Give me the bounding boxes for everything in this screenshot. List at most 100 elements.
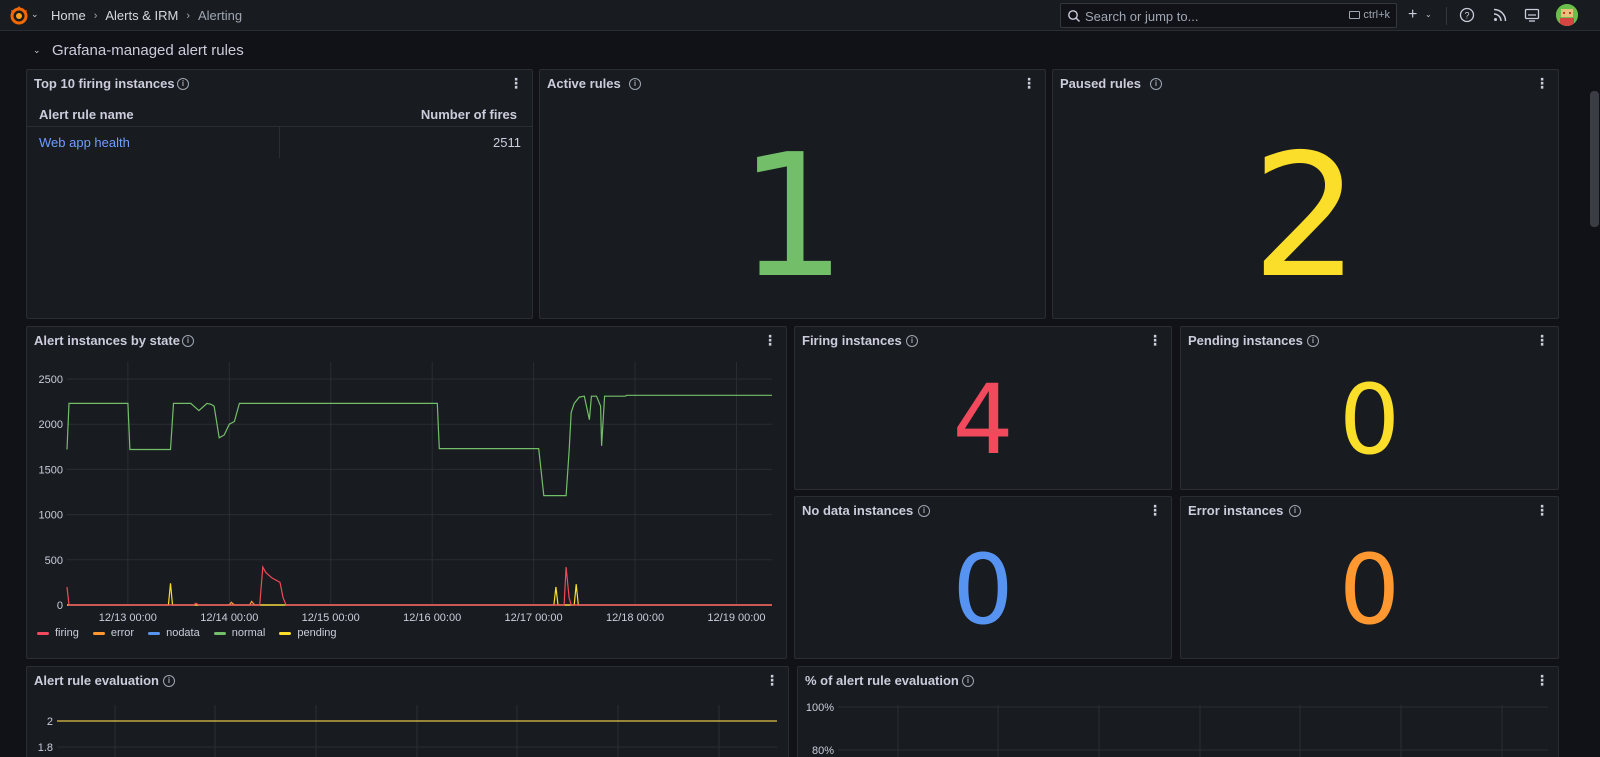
panel-pending-instances: Pending instances i ⋮ 0 (1180, 326, 1559, 490)
help-icon[interactable]: ? (1459, 7, 1475, 23)
legend-label: pending (297, 627, 337, 639)
stat-value: 1 (738, 118, 847, 316)
legend-item-nodata[interactable]: nodata (148, 627, 200, 639)
y-tick-label: 2000 (39, 419, 63, 431)
search-icon (1068, 10, 1080, 22)
info-icon[interactable]: i (629, 78, 641, 90)
panel-nodata-instances: No data instances i ⋮ 0 (794, 496, 1172, 659)
panel-title: Active rules (547, 76, 621, 91)
news-feed-icon[interactable] (1492, 7, 1508, 23)
table-row: Web app health 2511 (27, 127, 532, 157)
panel-menu-icon[interactable]: ⋮ (1148, 332, 1162, 348)
evaluation-chart[interactable]: 1.82 (27, 667, 788, 757)
stat-value: 0 (1338, 534, 1401, 646)
search-placeholder: Search or jump to... (1085, 9, 1199, 24)
panel-title: Alert rule evaluation (34, 673, 159, 688)
column-divider (279, 127, 280, 158)
info-icon[interactable]: i (918, 505, 930, 517)
legend-label: firing (55, 627, 79, 639)
stat-value: 0 (952, 534, 1014, 646)
breadcrumb-separator-icon: › (93, 9, 98, 22)
x-tick-label: 12/14 00:00 (200, 612, 258, 624)
x-tick-label: 12/15 00:00 (302, 612, 360, 624)
y-tick-label: 80% (812, 745, 834, 757)
legend-swatch (213, 631, 226, 635)
info-icon[interactable]: i (177, 78, 189, 90)
y-tick-label: 1500 (39, 464, 63, 476)
panel-title: No data instances (802, 503, 914, 518)
panel-menu-icon[interactable]: ⋮ (509, 75, 523, 91)
stat-value: 2 (1251, 118, 1360, 316)
info-icon[interactable]: i (1150, 78, 1162, 90)
chevron-down-icon[interactable]: ⌄ (1425, 10, 1432, 19)
top-nav-bar: ⌄ Home › Alerts & IRM › Alerting Search … (0, 0, 1600, 31)
info-icon[interactable]: i (906, 335, 918, 347)
chart-legend: firing error nodata normal pending (37, 627, 337, 639)
grafana-logo-icon[interactable] (8, 4, 30, 26)
legend-swatch (92, 631, 105, 635)
chevron-down-icon[interactable]: ⌄ (33, 45, 41, 55)
panel-title: Error instances (1188, 503, 1284, 518)
legend-item-pending[interactable]: pending (279, 627, 337, 639)
stat-value: 0 (1338, 364, 1401, 476)
divider (1446, 7, 1447, 25)
panel-menu-icon[interactable]: ⋮ (1535, 502, 1549, 518)
x-tick-label: 12/13 00:00 (99, 612, 157, 624)
series-line-normal (66, 394, 772, 497)
legend-label: nodata (166, 627, 200, 639)
panel-active-rules: Active rules i ⋮ 1 (539, 69, 1046, 319)
panel-menu-icon[interactable]: ⋮ (763, 332, 777, 348)
page-scrollbar[interactable] (1588, 31, 1600, 757)
panel-menu-icon[interactable]: ⋮ (1535, 672, 1549, 688)
panel-menu-icon[interactable]: ⋮ (1535, 332, 1549, 348)
x-tick-label: 12/17 00:00 (505, 612, 563, 624)
row-header[interactable]: ⌄ Grafana-managed alert rules (33, 42, 244, 59)
y-tick-label: 100% (806, 702, 834, 714)
rule-name-link[interactable]: Web app health (39, 135, 130, 150)
info-icon[interactable]: i (163, 675, 175, 687)
scrollbar-thumb[interactable] (1590, 91, 1599, 227)
table-header: Alert rule name Number of fires (27, 100, 532, 127)
column-header-rule-name[interactable]: Alert rule name (39, 107, 134, 122)
breadcrumb-alerts-irm[interactable]: Alerts & IRM (105, 8, 179, 23)
series-line-firing (66, 564, 772, 606)
panel-firing-instances: Firing instances i ⋮ 4 (794, 326, 1172, 490)
state-chart[interactable]: 0 500 1000 1500 2000 2500 12/13 00:00 12/14 00:… (27, 327, 786, 627)
info-icon[interactable]: i (962, 675, 974, 687)
pct-evaluation-chart[interactable]: 80% 100% (798, 667, 1558, 757)
y-tick-label: 500 (45, 555, 63, 567)
panel-menu-icon[interactable]: ⋮ (1022, 75, 1036, 91)
info-icon[interactable]: i (182, 335, 194, 347)
user-avatar[interactable] (1556, 4, 1578, 26)
info-icon[interactable]: i (1307, 335, 1319, 347)
x-tick-label: 12/19 00:00 (707, 612, 765, 624)
kiosk-mode-icon[interactable] (1524, 7, 1540, 23)
panel-menu-icon[interactable]: ⋮ (765, 672, 779, 688)
y-tick-label: 0 (57, 600, 63, 612)
chevron-down-icon[interactable]: ⌄ (31, 9, 39, 19)
info-icon[interactable]: i (1289, 505, 1301, 517)
fires-count: 2511 (493, 135, 521, 150)
panel-menu-icon[interactable]: ⋮ (1148, 502, 1162, 518)
series-line-pending (67, 583, 772, 606)
new-button[interactable]: + (1408, 6, 1418, 23)
legend-item-error[interactable]: error (92, 627, 134, 639)
panel-title: Paused rules (1060, 76, 1141, 91)
row-title: Grafana-managed alert rules (52, 42, 244, 59)
shortcut-label: ctrl+k (1363, 9, 1390, 21)
keyboard-shortcut: ctrl+k (1349, 9, 1390, 21)
panel-error-instances: Error instances i ⋮ 0 (1180, 496, 1559, 659)
panel-menu-icon[interactable]: ⋮ (1535, 75, 1549, 91)
panel-title: Top 10 firing instances (34, 76, 175, 91)
y-tick-label: 2 (47, 716, 53, 728)
panel-title: Pending instances (1188, 333, 1303, 348)
column-header-fires[interactable]: Number of fires (420, 107, 517, 122)
breadcrumb: Home › Alerts & IRM › Alerting (51, 8, 242, 23)
legend-swatch (148, 631, 161, 635)
search-input[interactable]: Search or jump to... ctrl+k (1060, 3, 1397, 28)
legend-label: normal (231, 627, 266, 639)
y-tick-label: 1000 (39, 510, 63, 522)
legend-item-normal[interactable]: normal (213, 627, 266, 639)
legend-item-firing[interactable]: firing (37, 627, 79, 639)
breadcrumb-home[interactable]: Home (51, 8, 86, 23)
